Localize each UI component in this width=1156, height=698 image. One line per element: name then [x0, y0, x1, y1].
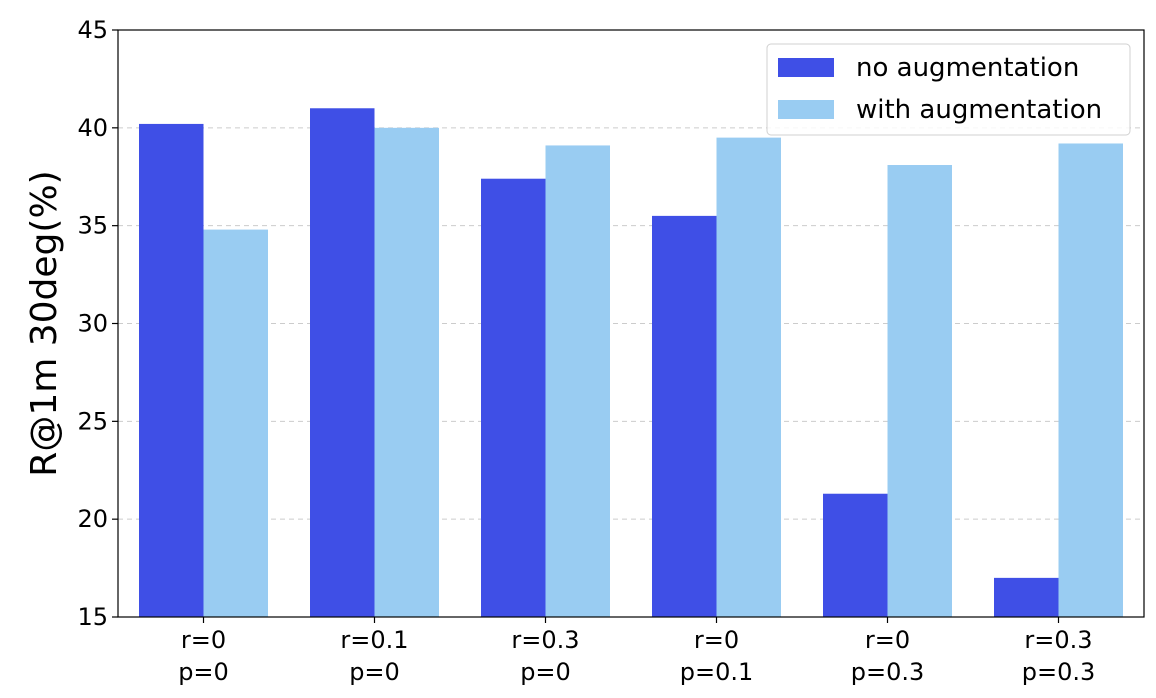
bars [139, 108, 1123, 618]
bar-with-augmentation [1058, 143, 1123, 617]
bar-with-augmentation [716, 137, 781, 617]
y-tick-label: 25 [77, 407, 108, 435]
y-axis-label: R@1m 30deg(%) [24, 170, 65, 476]
legend-swatch [778, 58, 834, 77]
x-tick-label: r=0.3 [511, 626, 579, 654]
y-axis-ticks: 15 20 25 30 35 40 45 [77, 16, 118, 631]
legend-label: no augmentation [856, 53, 1079, 83]
bar-no-augmentation [310, 108, 375, 618]
y-tick-label: 35 [77, 212, 108, 240]
bar-with-augmentation [545, 145, 610, 617]
x-tick-label: p=0.3 [1022, 658, 1096, 686]
y-tick-label: 15 [77, 603, 108, 631]
x-tick-label: p=0 [178, 658, 229, 686]
x-tick-label: p=0.1 [680, 658, 754, 686]
bar-with-augmentation [203, 229, 268, 617]
x-axis-ticks: r=0 p=0 r=0.1 p=0 r=0.3 p=0 r=0 p=0.1 r=0 p=0.3 r=… [178, 617, 1095, 686]
x-tick-label: r=0.3 [1024, 626, 1092, 654]
bar-with-augmentation [374, 127, 439, 617]
legend: no augmentation with augmentation [766, 43, 1131, 136]
legend-box [766, 43, 1131, 136]
x-tick-label: r=0.1 [340, 626, 408, 654]
bar-with-augmentation [887, 165, 952, 617]
bar-no-augmentation [994, 577, 1059, 617]
y-tick-label: 20 [77, 505, 108, 533]
x-tick-label: r=0 [181, 626, 226, 654]
y-tick-label: 30 [77, 310, 108, 338]
y-tick-label: 45 [77, 16, 108, 44]
y-tick-label: 40 [77, 114, 108, 142]
bar-no-augmentation [652, 215, 717, 617]
x-tick-label: p=0.3 [851, 658, 925, 686]
legend-swatch [778, 100, 834, 119]
bar-no-augmentation [481, 178, 546, 617]
legend-label: with augmentation [856, 95, 1102, 125]
x-tick-label: p=0 [520, 658, 571, 686]
bar-no-augmentation [823, 493, 888, 617]
gridlines [118, 127, 1144, 520]
bar-no-augmentation [139, 123, 204, 618]
x-tick-label: p=0 [349, 658, 400, 686]
x-tick-label: r=0 [694, 626, 739, 654]
x-tick-label: r=0 [865, 626, 910, 654]
